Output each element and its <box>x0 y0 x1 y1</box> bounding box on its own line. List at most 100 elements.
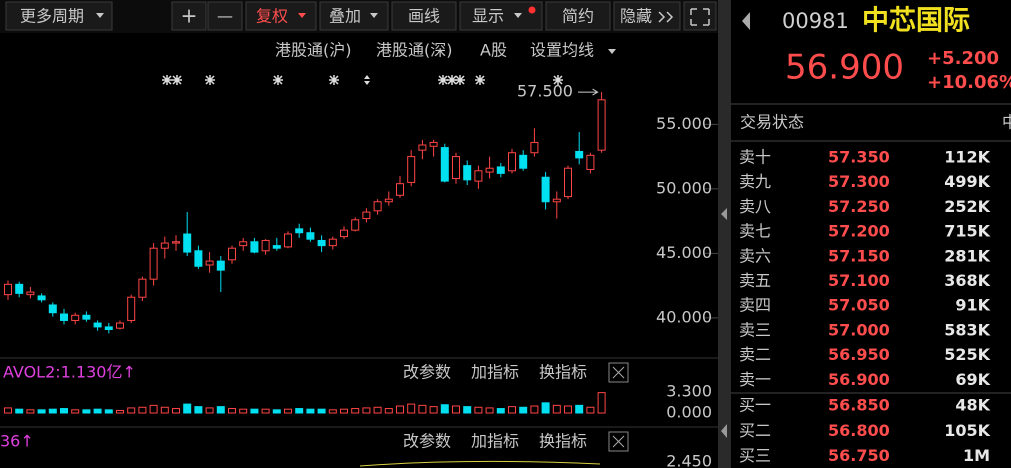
close-button[interactable] <box>608 362 629 383</box>
volume-bar <box>552 404 561 414</box>
volume-bar <box>306 408 315 414</box>
level-price: 57.100 <box>828 271 890 290</box>
candle-body <box>4 283 12 296</box>
candle-body <box>552 198 561 203</box>
period-label[interactable]: 更多周期 <box>20 7 84 26</box>
candle-body <box>104 326 113 330</box>
tab[interactable]: 港股通(沪) <box>275 41 352 60</box>
candle-body <box>328 238 337 247</box>
volume-bar <box>396 405 404 414</box>
volume-bar <box>362 407 371 414</box>
volume-bar <box>407 403 416 414</box>
display-label[interactable]: 显示 <box>472 7 504 26</box>
status-value: 中 <box>1002 113 1011 132</box>
candle-body <box>261 239 270 252</box>
level-label: 卖八 <box>739 197 771 216</box>
draw-button[interactable] <box>391 1 457 31</box>
display-button[interactable] <box>459 1 543 31</box>
indicator-line <box>359 460 601 467</box>
zoom-in-button[interactable] <box>171 1 207 31</box>
level-label: 卖五 <box>739 271 771 290</box>
adjust-label[interactable]: 复权 <box>256 7 288 26</box>
candle-body <box>340 229 348 238</box>
pct-change: +10.06% <box>927 72 1011 93</box>
volume-bar <box>127 407 136 414</box>
overlay-label[interactable]: 叠加 <box>329 7 361 26</box>
hide-button[interactable] <box>613 1 681 31</box>
tab[interactable]: A股 <box>480 41 507 60</box>
volume-bar <box>530 405 539 414</box>
volume-bar <box>351 408 360 414</box>
volume-bar <box>116 409 124 414</box>
period-button[interactable] <box>5 1 113 31</box>
candle-body <box>530 141 539 154</box>
event-marker <box>329 75 339 85</box>
volume-bar <box>37 409 46 414</box>
candle-body <box>496 166 505 174</box>
splitter[interactable] <box>718 0 731 468</box>
candle-body <box>586 154 595 171</box>
y-tick-label: 50.000 <box>656 178 712 197</box>
level-volume: 499K <box>944 172 990 191</box>
volume-bar <box>586 406 595 414</box>
volume-bar <box>216 406 225 414</box>
candle-body <box>362 211 371 220</box>
pane-button[interactable]: 改参数 <box>403 432 451 451</box>
y-tick-label: 55.000 <box>656 114 712 133</box>
candle-body <box>373 201 382 212</box>
level-label: 买三 <box>739 446 771 465</box>
level-volume: 715K <box>944 222 990 241</box>
volume-bar <box>60 408 68 414</box>
fullscreen-button[interactable] <box>683 1 717 31</box>
pane-button[interactable]: 换指标 <box>539 432 587 451</box>
hide-label[interactable]: 隐藏 <box>620 7 652 26</box>
volume-bar <box>597 392 606 414</box>
indicator-tick: 2.450 <box>666 452 712 468</box>
zoom-out-button[interactable] <box>207 1 243 31</box>
overlay-button[interactable] <box>319 1 389 31</box>
candle-body <box>485 167 494 173</box>
event-marker <box>475 75 485 85</box>
adjust-button[interactable] <box>245 1 317 31</box>
pane-button[interactable]: 加指标 <box>471 432 519 451</box>
volume-bar <box>452 405 460 414</box>
level-volume: 281K <box>944 246 990 265</box>
candle-body <box>48 304 57 314</box>
pane-button[interactable]: 改参数 <box>403 363 451 382</box>
candle-body <box>239 241 248 247</box>
simple-label[interactable]: 简约 <box>562 7 594 26</box>
candle-body <box>351 219 360 231</box>
candle-body <box>384 198 393 203</box>
volume-bar <box>284 408 292 414</box>
candle-body <box>418 144 427 151</box>
volume-tick-label: 0.000 <box>666 403 712 422</box>
candle-body <box>463 165 472 181</box>
level-label: 买一 <box>739 396 771 415</box>
pane-button[interactable]: 加指标 <box>471 363 519 382</box>
level-volume: 69K <box>955 370 990 389</box>
volume-bar <box>4 407 12 414</box>
prev-stock[interactable] <box>742 12 750 30</box>
candle-body <box>60 313 68 321</box>
pane-button[interactable]: 换指标 <box>539 363 587 382</box>
volume-bar <box>250 408 259 414</box>
volume-bar <box>93 408 102 414</box>
candle-body <box>597 99 606 151</box>
candle-body <box>172 241 180 244</box>
level-price: 56.950 <box>828 345 890 364</box>
volume-bar <box>71 409 80 414</box>
dropdown-arrow <box>96 13 104 18</box>
level-volume: 252K <box>944 197 990 216</box>
zoom-out[interactable]: — <box>217 7 233 26</box>
tab[interactable]: 设置均线 <box>530 41 594 60</box>
volume-bar <box>48 408 57 414</box>
last-price: 56.900 <box>785 48 904 88</box>
candle-body <box>429 141 438 147</box>
simple-button[interactable] <box>545 1 611 31</box>
event-marker <box>205 75 215 85</box>
draw-label[interactable]: 画线 <box>408 7 440 26</box>
zoom-in[interactable]: + <box>181 4 198 28</box>
close-button[interactable] <box>608 431 629 452</box>
status-label: 交易状态 <box>740 113 804 132</box>
tab[interactable]: 港股通(深) <box>376 41 453 60</box>
